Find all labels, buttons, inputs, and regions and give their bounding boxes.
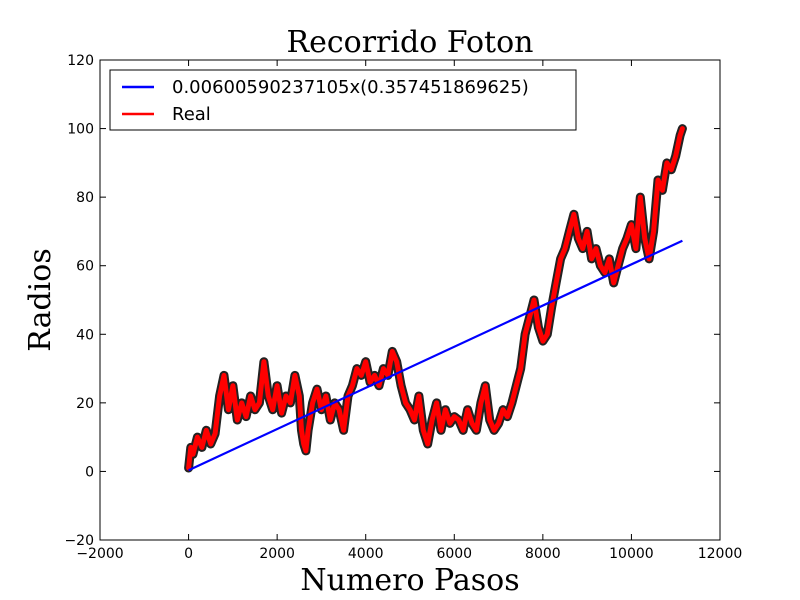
x-tick-label: 6000 [436,546,472,562]
x-tick-label: 0 [184,546,193,562]
legend: 0.00600590237105x(0.357451869625) Real [109,69,577,131]
y-tick-label: 40 [76,327,94,343]
series-real-outline [184,124,687,473]
chart-title: Recorrido Foton [287,25,534,60]
y-tick-label: 120 [67,53,94,69]
x-tick-label: −2000 [76,546,123,562]
legend-label: Real [172,104,211,125]
series-real-line [186,126,685,471]
x-axis-title: Numero Pasos [300,563,519,598]
legend-box [109,69,577,131]
x-tick-label: 8000 [525,546,561,562]
legend-label: 0.00600590237105x(0.357451869625) [172,77,529,98]
y-tick-label: 0 [85,464,94,480]
plot-area: −2000 0 2000 4000 6000 8000 10000 12000 −20 0 20 40… [64,53,742,562]
y-tick-label: 80 [76,190,94,206]
x-tick-label: 10000 [609,546,654,562]
y-tick-label: 60 [76,259,94,275]
x-tick-label: 2000 [259,546,295,562]
series-fit-line [188,239,683,472]
x-tick-label: 12000 [698,546,743,562]
plot-frame [99,59,721,541]
y-tick-label: 20 [76,396,94,412]
y-tick-label: −20 [64,533,94,549]
series-lines [184,124,687,473]
y-axis-title: Radios [23,248,58,351]
x-tick-label: 4000 [348,546,384,562]
y-tick-label: 100 [67,122,94,138]
